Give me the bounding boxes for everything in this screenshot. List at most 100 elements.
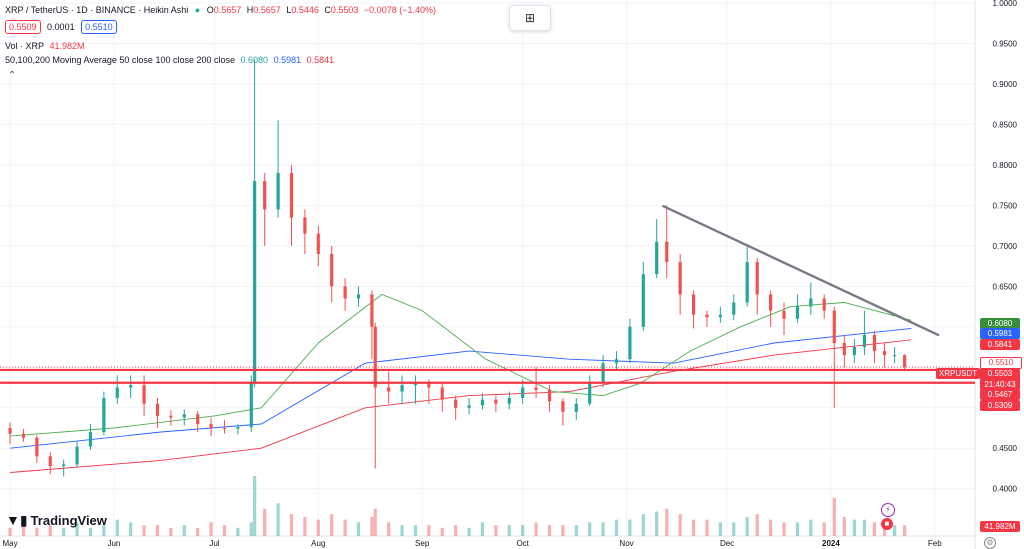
x-tick-label: May bbox=[2, 539, 17, 548]
volume-bar bbox=[507, 525, 511, 536]
volume-bar bbox=[809, 519, 813, 536]
volume-bar bbox=[289, 514, 294, 536]
volume-bar bbox=[35, 527, 39, 536]
candle-body bbox=[142, 385, 146, 404]
candle-body bbox=[454, 399, 458, 408]
candle-body bbox=[48, 456, 52, 467]
y-tick-label: 0.7000 bbox=[993, 242, 1018, 251]
candle-body bbox=[88, 432, 93, 447]
candle-body bbox=[822, 298, 826, 311]
volume-bar bbox=[574, 525, 578, 536]
candle-body bbox=[892, 355, 897, 357]
sell-price-button[interactable]: 0.5509 bbox=[5, 20, 41, 34]
y-tick-label: 0.7500 bbox=[993, 201, 1018, 210]
volume-bar bbox=[705, 519, 709, 536]
volume-bar bbox=[155, 525, 160, 536]
volume-legend[interactable]: Vol · XRP 41.982M bbox=[5, 41, 85, 51]
ohlc-l-label: L bbox=[286, 5, 292, 15]
candle-body bbox=[370, 294, 374, 327]
candle-body bbox=[852, 347, 856, 356]
volume-bar bbox=[718, 522, 722, 536]
tradingview-logo[interactable]: ▼▮ TradingView bbox=[6, 512, 107, 529]
ohlc-c-label: C bbox=[324, 5, 331, 15]
ma-50-value: 0.6080 bbox=[240, 55, 269, 65]
volume-bar bbox=[769, 519, 773, 536]
volume-bar bbox=[373, 508, 377, 536]
volume-value: 41.982M bbox=[49, 41, 85, 51]
volume-bar bbox=[842, 516, 846, 536]
volume-bar bbox=[316, 519, 320, 536]
candle-body bbox=[480, 399, 485, 406]
volume-bar bbox=[822, 522, 826, 536]
volume-bar bbox=[115, 519, 119, 536]
volume-bar bbox=[655, 511, 659, 536]
candle-body bbox=[343, 286, 347, 299]
y-tick-label: 0.8000 bbox=[993, 161, 1018, 170]
candle-body bbox=[769, 294, 773, 311]
candle-body bbox=[102, 398, 106, 433]
ma-legend[interactable]: 50,100,200 Moving Average 50 close 100 c… bbox=[5, 55, 334, 65]
volume-bar bbox=[480, 522, 485, 536]
volume-bar bbox=[142, 525, 146, 536]
ohlc-h-label: H bbox=[246, 5, 254, 15]
x-tick-label: Oct bbox=[516, 539, 529, 548]
object-tree-button[interactable]: ⊞ bbox=[509, 5, 551, 31]
volume-bar bbox=[440, 527, 444, 536]
candle-body bbox=[427, 383, 431, 388]
ohlc-l-value: 0.5446 bbox=[291, 5, 319, 15]
candle-body bbox=[705, 314, 709, 318]
collapse-legend-icon[interactable]: ⌃ bbox=[8, 70, 17, 81]
volume-bar bbox=[400, 525, 404, 536]
volume-bar bbox=[872, 522, 877, 536]
volume-bar bbox=[303, 516, 307, 536]
candle-body bbox=[601, 363, 605, 384]
ma-50-line bbox=[10, 293, 912, 437]
candle-body bbox=[614, 359, 619, 364]
volume-bar bbox=[494, 525, 498, 536]
candle-body bbox=[330, 253, 334, 287]
candle-body bbox=[588, 383, 592, 404]
candle-body bbox=[169, 415, 173, 418]
volume-bar bbox=[413, 525, 418, 536]
candle-body bbox=[832, 310, 836, 343]
buy-price-button[interactable]: 0.5510 bbox=[81, 20, 117, 34]
volume-bar bbox=[182, 525, 186, 536]
candle-body bbox=[494, 399, 498, 404]
flag-icon[interactable]: ■ bbox=[881, 518, 893, 530]
ohlc-o-label: O bbox=[206, 5, 214, 15]
tv-logo-text: TradingView bbox=[30, 513, 107, 528]
candle-body bbox=[115, 387, 119, 399]
y-tick-label: 0.9500 bbox=[993, 39, 1018, 48]
lightning-icon[interactable]: ⚡ bbox=[881, 503, 895, 517]
volume-bar bbox=[641, 514, 645, 536]
candle-body bbox=[745, 262, 749, 303]
descending-trendline[interactable] bbox=[662, 204, 940, 337]
volume-bar bbox=[387, 522, 391, 536]
bar-countdown: 21:40:43 bbox=[984, 380, 1016, 389]
candle-body bbox=[574, 403, 578, 412]
volume-label: Vol · XRP bbox=[5, 41, 45, 51]
last-price-badge: 0.5503 21:40:43 bbox=[980, 368, 1020, 390]
candle-body bbox=[316, 233, 320, 254]
x-tick-label: 2024 bbox=[822, 539, 840, 548]
x-tick-label: Jul bbox=[209, 539, 219, 548]
ma-200-badge: 0.5841 bbox=[980, 339, 1020, 350]
candle-body bbox=[903, 355, 907, 368]
candle-body bbox=[356, 294, 361, 299]
candle-body bbox=[263, 181, 267, 210]
settings-icon[interactable]: ⚙ bbox=[984, 537, 996, 549]
ma-100-line bbox=[10, 327, 912, 449]
volume-bar bbox=[253, 476, 257, 536]
candle-body bbox=[872, 334, 877, 352]
candle-body bbox=[467, 405, 471, 408]
volume-bar bbox=[628, 519, 632, 536]
candle-body bbox=[691, 294, 696, 315]
candle-body bbox=[75, 446, 79, 465]
ma-200-value: 0.5841 bbox=[306, 55, 335, 65]
volume-bar bbox=[852, 519, 856, 536]
volume-bar bbox=[236, 527, 240, 536]
volume-bar bbox=[129, 522, 133, 536]
volume-bar bbox=[782, 522, 786, 536]
